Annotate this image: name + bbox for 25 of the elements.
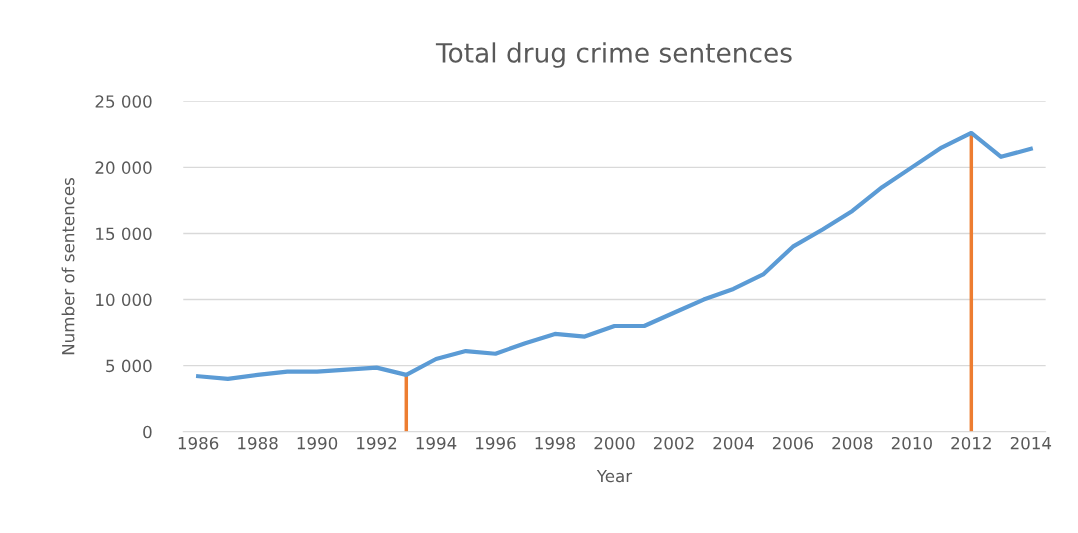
x-tick-label: 1988 [238,436,278,450]
x-tick-label: 2006 [772,436,814,450]
y-axis-title: Number of sentences [61,178,75,355]
y-tick-label: 0 [143,425,152,439]
x-tick-label: 1994 [416,436,457,450]
x-tick-label: 1996 [476,436,516,450]
x-tick-label: 2004 [713,436,754,450]
chart-title: Total drug crime sentences [435,42,792,68]
x-tick-label: 2002 [653,436,694,450]
line-series [196,130,1033,381]
y-tick-label: 5 000 [106,359,152,373]
x-tick-label: 2008 [832,436,873,450]
y-tick-label: 10 000 [96,293,152,307]
x-tick-label: 1990 [297,436,338,450]
y-tick-label: 15 000 [96,227,152,241]
x-tick-label: 1998 [535,436,576,450]
x-tick-label: 2014 [1010,436,1052,450]
y-tick-label: 20 000 [95,161,152,174]
x-tick-label: 2012 [951,436,991,450]
x-tick-label: 2000 [594,436,635,450]
x-tick-label: 1992 [357,436,397,450]
x-tick-label: 1986 [178,436,219,450]
y-tick-label: 25 000 [95,95,152,108]
x-tick-label: 2010 [891,436,932,450]
x-axis-title: Year [596,469,633,483]
